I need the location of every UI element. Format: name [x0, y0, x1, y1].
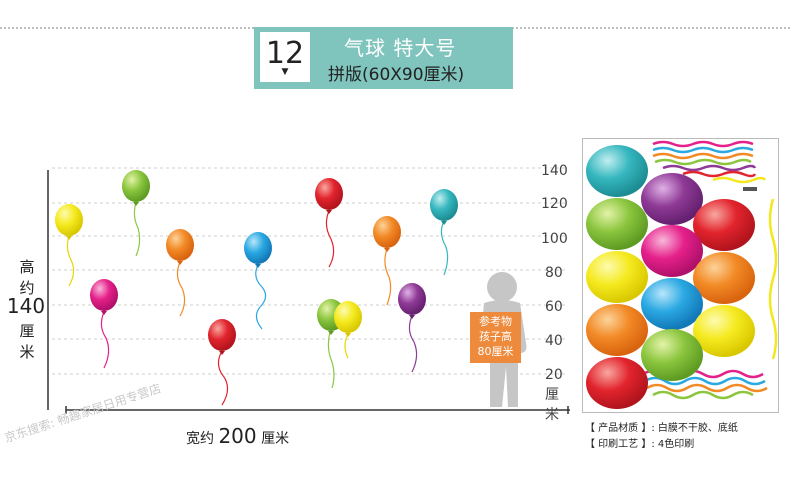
- triangle-down-icon: ▼: [281, 67, 289, 77]
- balloons: [55, 170, 458, 355]
- product-header: 12 ▼ 气球 特大号 拼版(60X90厘米): [254, 27, 513, 89]
- model-number-badge: 12 ▼: [260, 32, 310, 82]
- reference-child-label: 参考物 孩子高 80厘米: [470, 312, 521, 363]
- height-value: 140: [6, 294, 46, 318]
- tick-100: 100: [541, 231, 568, 247]
- height-label: 高 约: [19, 258, 35, 297]
- tick-80: 80: [545, 265, 563, 281]
- unit-li: 厘: [545, 387, 559, 403]
- sticker-sheet-graphic: [586, 140, 778, 409]
- balloon-red-2: [208, 319, 236, 355]
- product-title: 气球 特大号: [344, 36, 457, 60]
- product-size: 拼版(60X90厘米): [328, 65, 465, 85]
- balloon-green: [122, 170, 150, 206]
- balloon-pink: [90, 279, 118, 315]
- model-number: 12: [265, 36, 305, 71]
- balloon-yellow: [55, 204, 83, 240]
- width-label: 宽约 200 厘米: [186, 424, 290, 448]
- printing-process: 【 印刷工艺 】: 4色印刷: [585, 439, 695, 450]
- height-unit: 厘 米: [19, 322, 35, 361]
- sticker-sheet-preview: [582, 138, 779, 413]
- unit-mi: 米: [545, 407, 559, 423]
- grid-lines: [52, 167, 568, 375]
- balloon-orange: [166, 229, 194, 265]
- tick-120: 120: [541, 196, 568, 212]
- balloon-yellow-2: [334, 301, 362, 337]
- balloon-blue: [244, 232, 272, 268]
- balloon-red: [315, 178, 343, 214]
- product-material: 【 产品材质 】: 白膜不干胶、底纸: [585, 423, 738, 434]
- tick-20: 20: [545, 367, 563, 383]
- balloon-teal: [430, 189, 458, 225]
- tick-60: 60: [545, 299, 563, 315]
- balloon-orange-2: [373, 216, 401, 252]
- tick-40: 40: [545, 333, 563, 349]
- scale-ticks: 140 120 100 80 60 40 20 厘 米: [541, 163, 568, 423]
- tick-140: 140: [541, 163, 568, 179]
- balloon-purple: [398, 283, 426, 319]
